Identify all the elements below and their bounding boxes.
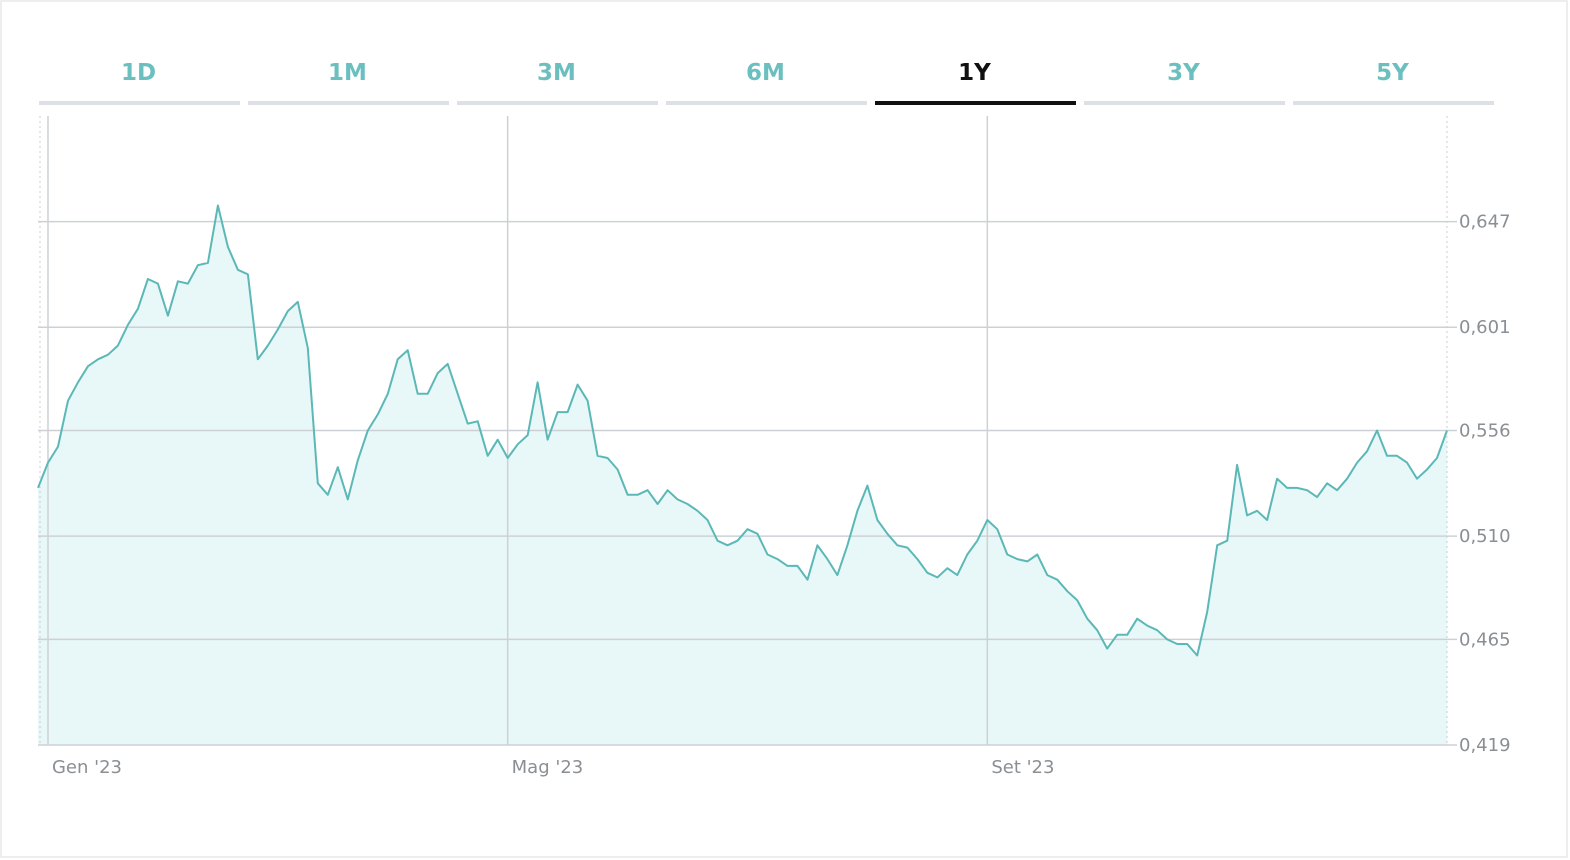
tab-underline[interactable] [666, 101, 867, 105]
tab-underline[interactable] [875, 101, 1076, 105]
tab-label[interactable]: 1D [121, 60, 156, 86]
y-tick-label: 0,419 [1459, 735, 1511, 756]
tab-underline[interactable] [248, 101, 449, 105]
x-tick-label: Mag '23 [512, 757, 584, 778]
tab-underline[interactable] [39, 101, 240, 105]
tab-label[interactable]: 3M [537, 60, 576, 86]
area [38, 205, 1447, 745]
tab-underline[interactable] [1084, 101, 1285, 105]
y-tick-label: 0,465 [1459, 629, 1511, 650]
tab-label[interactable]: 1M [328, 60, 367, 86]
tab-underline[interactable] [1293, 101, 1494, 105]
x-tick-label: Set '23 [991, 757, 1054, 778]
y-tick-label: 0,556 [1459, 421, 1511, 442]
tab-label[interactable]: 1Y [958, 60, 991, 86]
y-tick-label: 0,647 [1459, 212, 1511, 233]
tab-label[interactable]: 3Y [1167, 60, 1200, 86]
tab-label[interactable]: 5Y [1376, 60, 1409, 86]
tab-underline[interactable] [457, 101, 658, 105]
tab-label[interactable]: 6M [746, 60, 785, 86]
y-tick-label: 0,510 [1459, 526, 1511, 547]
y-tick-label: 0,601 [1459, 317, 1511, 338]
line [37, 204, 1448, 657]
x-tick-label: Gen '23 [52, 757, 122, 778]
